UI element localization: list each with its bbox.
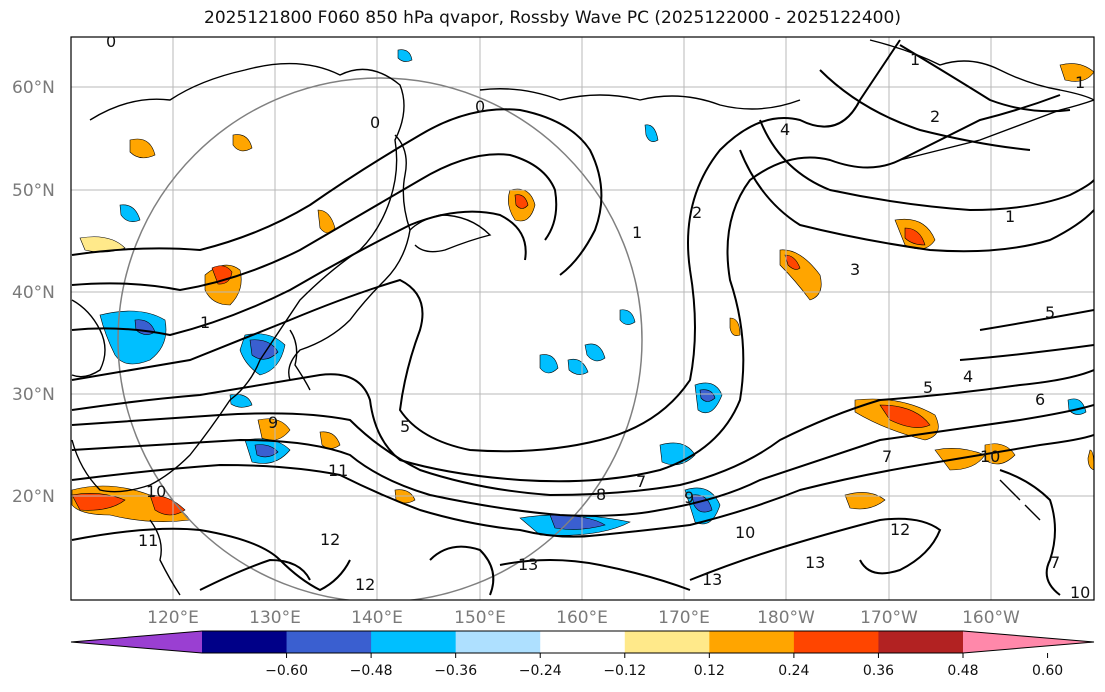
contour-label: 0 [475,97,485,116]
longitude-label: 160°E [556,608,608,628]
contour-label: 1 [200,313,210,332]
contour-label: 4 [780,120,790,139]
colorbar-tick-label: −0.48 [350,663,393,679]
contour-label: 5 [400,417,410,436]
contour-labels: 0 0 0 1 1 1 1 2 2 3 4 4 5 5 5 6 7 7 8 9 … [106,32,1090,602]
contour-label: 13 [702,570,722,589]
contour-label: 13 [518,555,538,574]
contour-label: 10 [1070,583,1090,602]
colorbar-extend-low [71,631,202,653]
colorbar-segment [540,631,626,653]
colorbar-tick-label: −0.24 [519,663,562,679]
longitude-label: 170°E [658,608,710,628]
contour-label: 0 [106,32,116,51]
colorbar-segment [878,631,964,653]
contour-label: 7 [1050,553,1060,572]
contour-label: 10 [735,523,755,542]
contour-label: 9 [684,488,694,507]
contour-label: 1 [910,50,920,69]
colorbar-segment [709,631,795,653]
contour-label: 7 [882,447,892,466]
contour-label: 10 [146,482,166,501]
colorbar-tick-label: 0.48 [947,663,978,679]
colorbar: −0.60 −0.48 −0.36 −0.24 −0.12 0.12 0.24 0.36 0.4… [70,630,1095,679]
contour-label: 5 [923,378,933,397]
contour-label: 0 [370,113,380,132]
positive-anomaly-fills [71,63,1094,522]
contour-label: 5 [1045,303,1055,322]
contour-label: 8 [596,485,606,504]
contour-label: 2 [930,107,940,126]
latitude-label: 60°N [12,78,55,98]
latitude-label: 50°N [12,181,55,201]
graticule [71,37,1094,600]
contour-label: 11 [328,461,348,480]
map-frame [70,36,1095,601]
colorbar-tick-label: 0.36 [863,663,894,679]
map-title: 2025121800 F060 850 hPa qvapor, Rossby W… [204,8,901,28]
contour-label: 3 [850,260,860,279]
contour-label: 4 [963,367,973,386]
colorbar-tick-label: −0.60 [265,663,308,679]
colorbar-tick-label: 0.60 [1032,663,1063,679]
colorbar-segment [624,631,710,653]
colorbar-segment [286,631,372,653]
colorbar-segment [455,631,541,653]
contour-label: 1 [632,223,642,242]
latitude-label: 20°N [12,487,55,507]
latitude-label: 30°N [12,385,55,405]
latitude-axis: 60°N 50°N 40°N 30°N 20°N [12,78,55,507]
contour-label: 1 [1075,73,1085,92]
region-circle [117,77,643,600]
colorbar-segment [793,631,879,653]
colorbar-extend-high [963,631,1094,653]
longitude-label: 170°W [860,608,918,628]
colorbar-outline [70,630,1095,654]
contour-label: 12 [320,530,340,549]
coastlines [71,39,1094,596]
longitude-label: 130°E [249,608,301,628]
contour-label: 2 [692,203,702,222]
colorbar-tick-label: 0.12 [694,663,725,679]
longitude-label: 120°E [147,608,199,628]
qvapor-contours [71,39,1094,596]
contour-label: 7 [636,472,646,491]
longitude-label: 160°W [962,608,1020,628]
contour-label: 13 [805,553,825,572]
negative-anomaly-fills [99,49,1087,536]
contour-label: 12 [355,575,375,594]
contour-label: 6 [1035,390,1045,409]
colorbar-segment [202,631,288,653]
contour-label: 1 [1005,207,1015,226]
colorbar-tick-label: 0.24 [778,663,809,679]
longitude-label: 150°E [454,608,506,628]
contour-label: 10 [980,447,1000,466]
longitude-axis: 120°E 130°E 140°E 150°E 160°E 170°E 180°… [147,608,1020,628]
colorbar-segment [371,631,457,653]
latitude-label: 40°N [12,283,55,303]
contour-label: 12 [890,520,910,539]
contour-label: 9 [268,413,278,432]
contour-label: 11 [138,531,158,550]
colorbar-tick-label: −0.12 [603,663,646,679]
colorbar-tick-label: −0.36 [434,663,477,679]
longitude-label: 140°E [351,608,403,628]
longitude-label: 180°W [757,608,815,628]
